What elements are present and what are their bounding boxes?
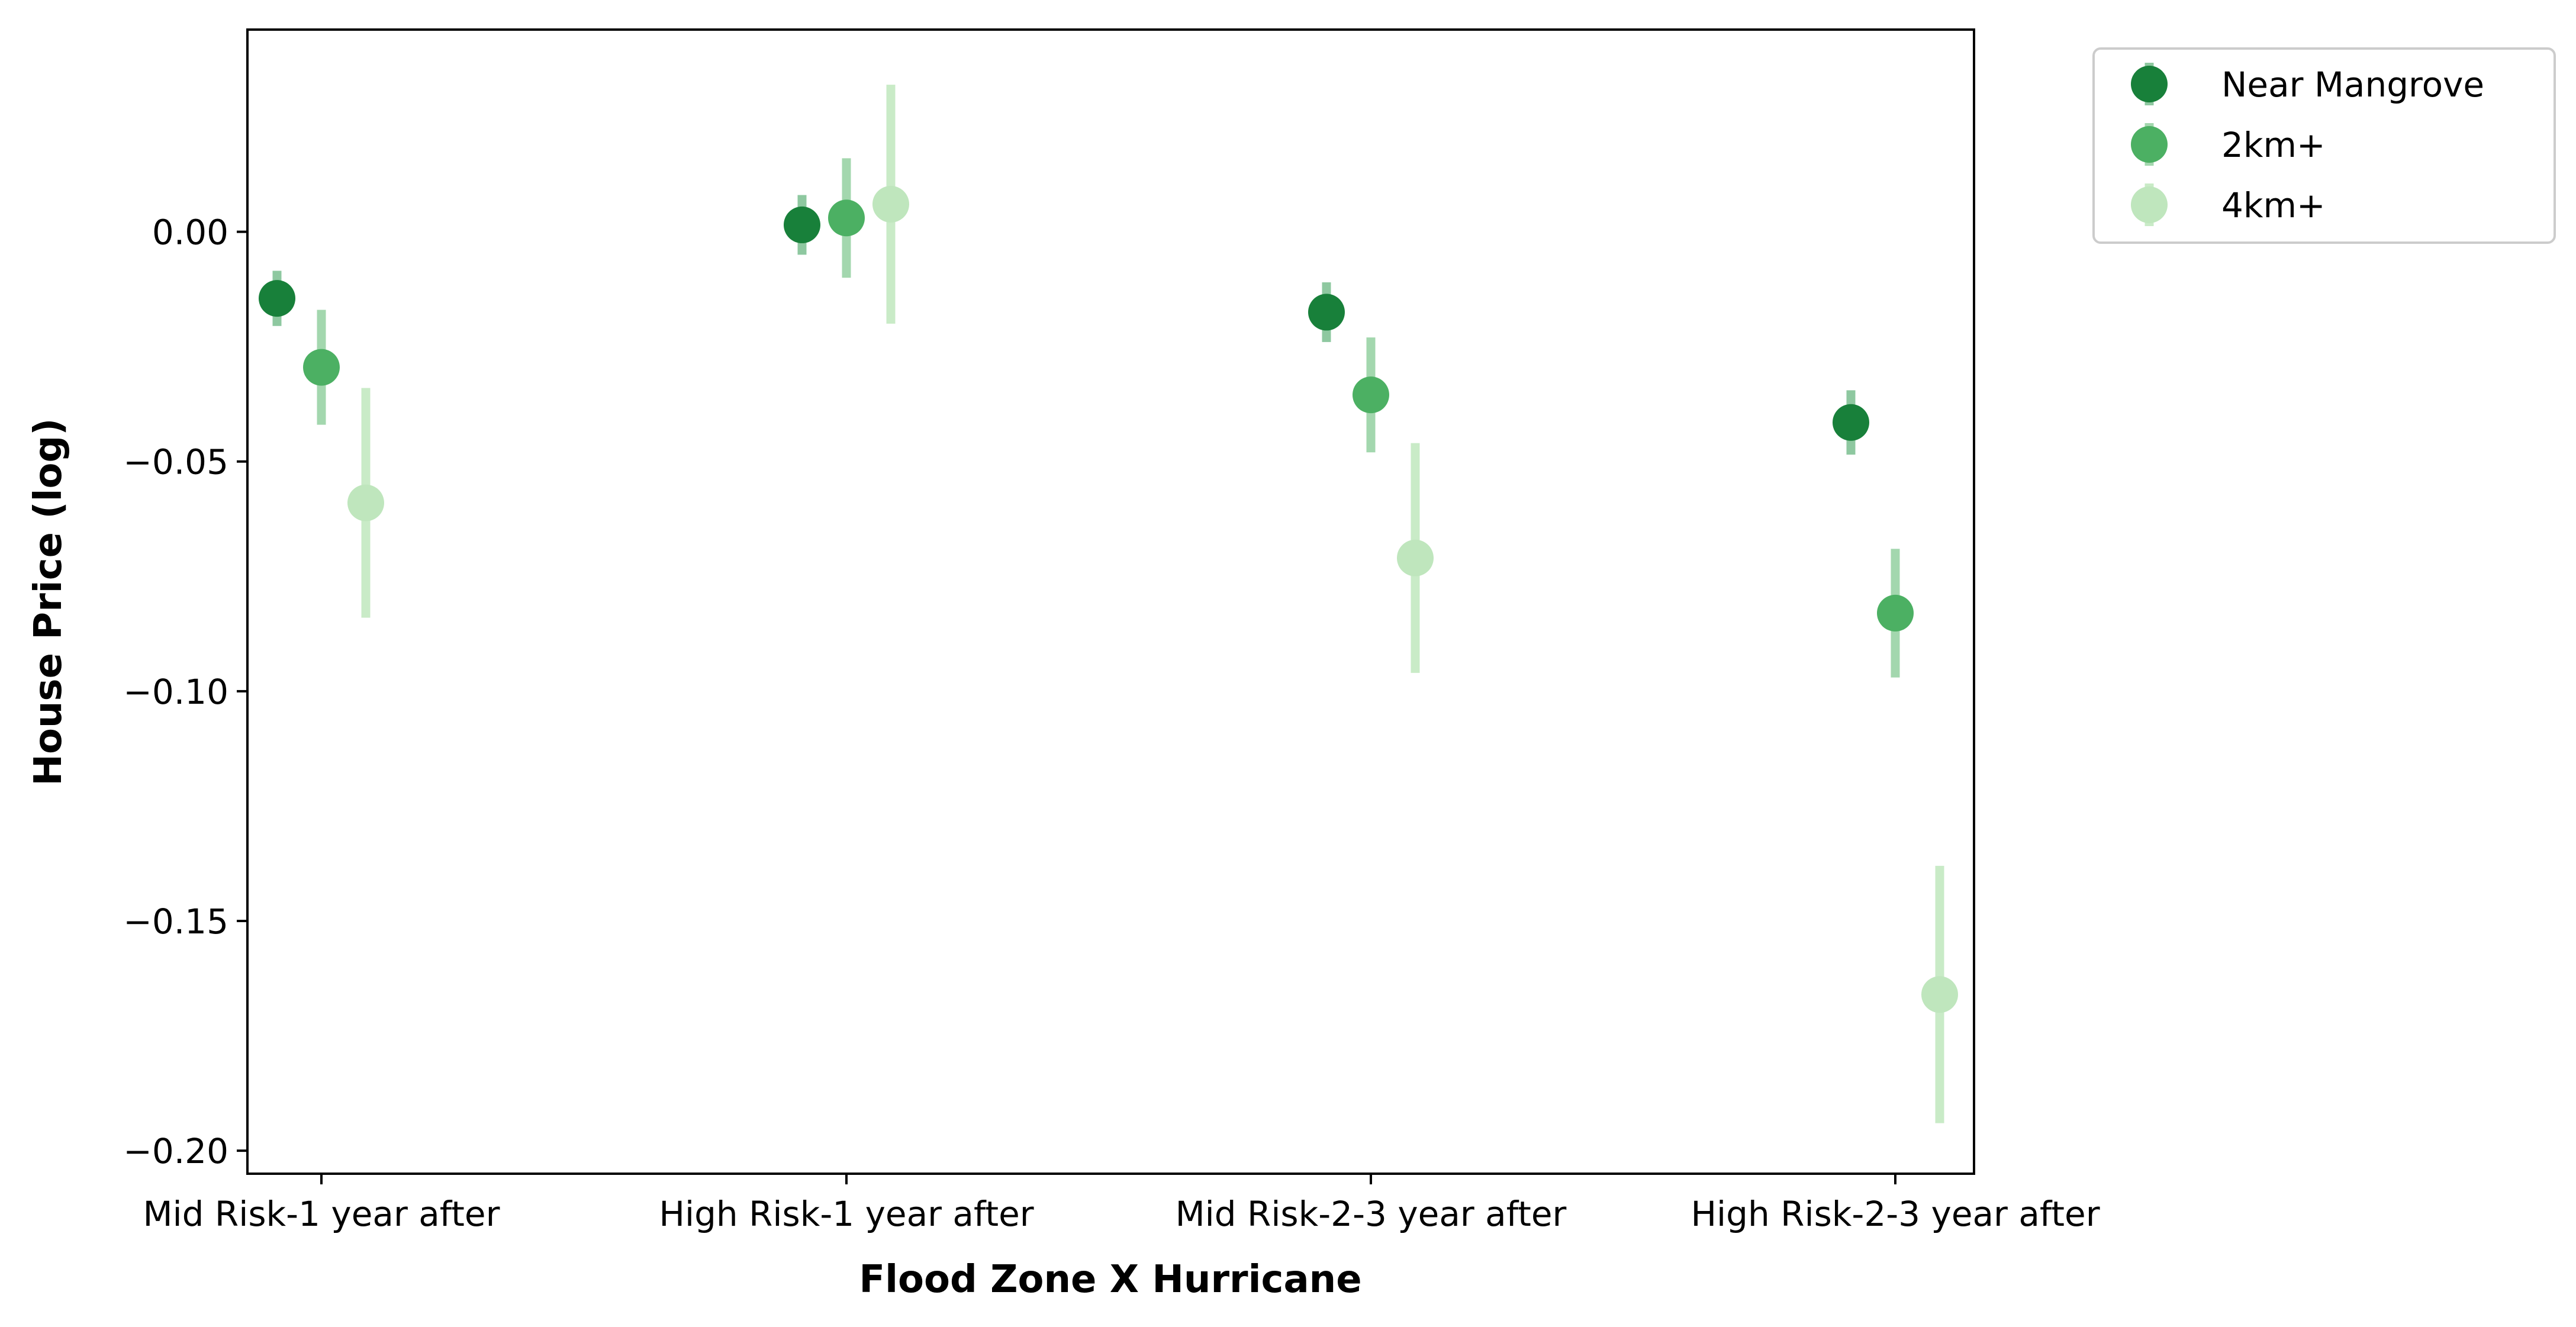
legend-label: 4km+: [2221, 185, 2326, 226]
data-point: [347, 484, 384, 521]
data-point: [1353, 376, 1389, 414]
data-point: [784, 206, 820, 243]
data-point: [1833, 404, 1869, 441]
plot-area-frame: [246, 28, 1975, 1175]
data-point: [1397, 539, 1434, 576]
x-tick-label: Mid Risk-2-3 year after: [1176, 1194, 1567, 1234]
y-axis-title: House Price (log): [27, 418, 70, 785]
x-tick-label: Mid Risk-1 year after: [143, 1194, 500, 1234]
y-tick-label: 0.00: [152, 212, 228, 253]
data-point: [828, 199, 865, 237]
data-point: [872, 185, 909, 223]
data-point: [1921, 976, 1958, 1013]
data-point: [259, 280, 295, 317]
x-tick-label: High Risk-1 year after: [659, 1194, 1033, 1234]
y-tick-label: −0.20: [123, 1131, 228, 1171]
x-tick-label: High Risk-2-3 year after: [1690, 1194, 2100, 1234]
legend-label: Near Mangrove: [2221, 65, 2484, 105]
legend-marker: [2131, 126, 2168, 163]
legend-label: 2km+: [2221, 125, 2326, 165]
y-tick-label: −0.10: [123, 672, 228, 712]
legend-marker: [2131, 66, 2168, 102]
data-point: [303, 349, 340, 386]
y-tick-label: −0.15: [123, 901, 228, 942]
legend: Near Mangrove 2km+ 4km+: [2092, 47, 2556, 244]
y-axis: 0.00 −0.05 −0.10 −0.15 −0.20: [123, 212, 247, 1171]
data-point: [1877, 594, 1914, 632]
data-point: [1308, 294, 1345, 331]
legend-frame: [2092, 47, 2556, 244]
chart-marks: [259, 85, 1958, 1123]
y-tick-label: −0.05: [123, 442, 228, 482]
x-axis-title: Flood Zone X Hurricane: [859, 1258, 1361, 1302]
legend-marker: [2131, 186, 2168, 223]
x-axis: Mid Risk-1 year after High Risk-1 year af…: [143, 1174, 2100, 1234]
